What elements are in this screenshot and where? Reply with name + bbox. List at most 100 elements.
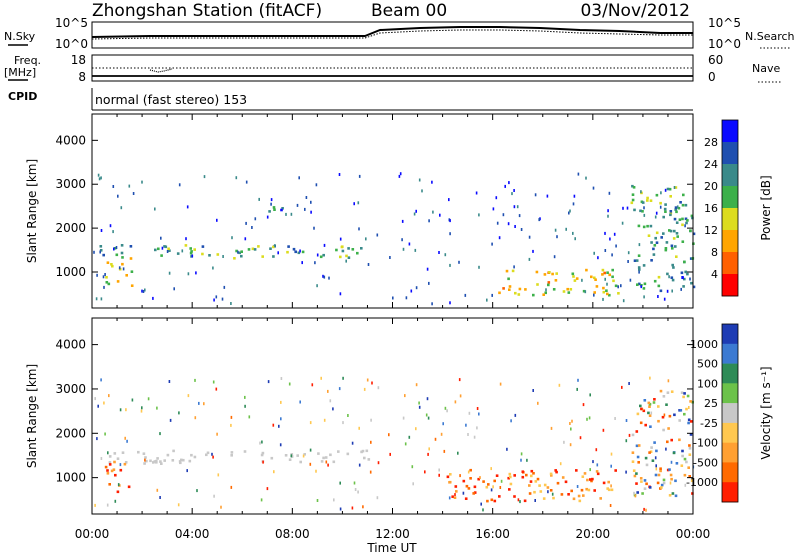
range-gate-cell [516,205,519,209]
range-gate-cell [259,441,261,445]
range-gate-cell [683,277,686,281]
range-gate-cell [500,479,503,483]
range-gate-cell [147,397,150,401]
range-gate-cell [272,206,276,209]
range-gate-cell [428,447,430,451]
range-gate-cell [644,423,647,427]
range-gate-cell [513,205,516,209]
range-gate-cell [647,401,651,405]
range-gate-cell [670,460,673,464]
range-gate-cell [125,274,128,277]
range-gate-cell [194,416,197,420]
range-gate-cell [621,221,624,225]
range-gate-cell [604,231,606,235]
range-gate-cell [554,228,557,232]
range-gate-cell [505,269,509,273]
range-gate-cell [190,250,193,253]
range-gate-cell [112,468,116,471]
range-gate-cell [669,212,673,215]
range-gate-cell [356,251,359,255]
range-gate-cell [631,451,635,454]
range-gate-cell [169,418,172,422]
range-gate-cell [665,447,667,451]
range-gate-cell [341,249,345,253]
y-tick-label: 4000 [55,133,86,147]
range-gate-cell [280,417,282,421]
range-gate-cell [208,254,211,257]
y-axis-title: Slant Range [km] [25,159,39,263]
range-gate-cell [160,254,163,257]
range-gate-cell [455,490,458,493]
range-gate-cell [636,455,640,459]
range-gate-cell [637,254,641,257]
range-gate-cell [645,508,647,512]
range-gate-cell [160,236,162,240]
range-gate-cell [691,492,694,495]
range-gate-cell [681,449,684,453]
range-gate-cell [514,413,517,417]
range-gate-cell [655,193,659,197]
range-gate-cell [669,229,673,233]
nave-label: Nave [752,62,780,75]
range-gate-cell [123,462,127,466]
range-gate-cell [418,178,421,182]
range-gate-cell [156,488,159,492]
range-gate-cell [428,219,430,223]
range-gate-cell [604,249,607,252]
range-gate-cell [317,452,320,455]
range-gate-cell [121,256,124,259]
range-gate-cell [485,485,489,489]
range-gate-cell [425,413,428,417]
range-gate-cell [499,382,502,386]
range-gate-cell [588,416,591,420]
range-gate-cell [476,426,478,430]
range-gate-cell [660,191,662,195]
range-gate-cell [582,403,585,407]
range-gate-cell [631,193,635,196]
range-gate-cell [193,455,197,459]
range-gate-cell [144,456,147,459]
range-gate-cell [670,244,674,248]
range-gate-cell [668,494,672,497]
range-gate-cell [431,180,433,184]
range-gate-cell [526,458,528,462]
range-gate-cell [342,376,344,380]
range-gate-cell [113,247,115,251]
range-gate-cell [652,401,656,404]
range-gate-cell [514,291,517,295]
range-gate-cell [617,292,620,295]
y-tick-label: 1000 [55,265,86,279]
range-gate-cell [687,421,690,425]
range-gate-cell [681,203,685,207]
range-gate-cell [606,271,609,274]
range-gate-cell [257,245,260,248]
range-gate-cell [347,256,351,259]
range-gate-cell [177,503,180,507]
range-gate-cell [421,189,423,193]
range-gate-cell [657,473,661,477]
range-gate-cell [536,477,540,481]
range-gate-cell [438,473,440,477]
range-gate-cell [645,482,648,486]
range-gate-cell [168,380,171,383]
range-gate-cell [464,293,467,297]
range-gate-cell [462,479,466,483]
range-gate-cell [543,273,547,276]
range-gate-cell [664,188,667,192]
range-gate-cell [310,200,312,204]
range-gate-cell [528,492,532,495]
range-gate-cell [296,454,299,457]
range-gate-cell [439,213,441,217]
range-gate-cell [459,474,461,478]
range-gate-cell [251,226,253,229]
range-gate-cell [181,249,184,253]
range-gate-cell [478,213,480,217]
range-gate-cell [643,206,645,210]
range-gate-cell [671,289,673,293]
range-gate-cell [149,459,152,463]
range-gate-cell [671,278,675,282]
colorbar-tick-label: 1000 [690,338,718,351]
range-gate-cell [191,254,194,258]
range-gate-cell [643,213,646,217]
range-gate-cell [683,392,686,395]
